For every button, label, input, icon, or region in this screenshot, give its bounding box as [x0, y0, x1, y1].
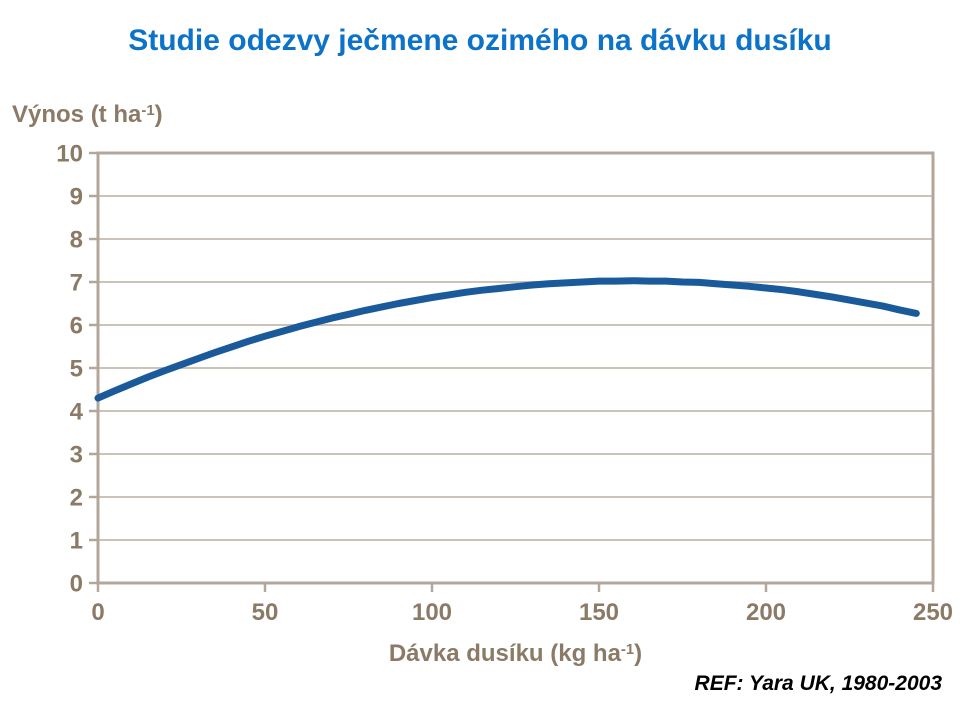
x-tick-label-200: 200: [746, 599, 786, 626]
x-axis-title-text: Dávka dusíku (kg ha: [388, 640, 621, 667]
response-curve: [94, 277, 920, 402]
x-tick-label-250: 250: [913, 599, 953, 626]
y-axis-title-superscript: -1: [141, 103, 155, 120]
y-tick-label-7: 7: [70, 270, 83, 297]
y-axis-title-text: Výnos (t ha: [12, 101, 142, 128]
x-tick-label-0: 0: [91, 599, 104, 626]
y-tick-label-8: 8: [70, 227, 83, 254]
y-axis-title-suffix: ): [154, 101, 163, 128]
chart-title: Studie odezvy ječmene ozimého na dávku d…: [128, 24, 832, 57]
y-tick-label-5: 5: [70, 356, 83, 383]
y-tick-label-2: 2: [70, 485, 83, 512]
reference-note: REF: Yara UK, 1980-2003: [694, 672, 942, 695]
y-tick-label-1: 1: [70, 528, 83, 555]
x-axis-title-suffix: ): [634, 640, 643, 667]
x-tick-label-150: 150: [579, 599, 619, 626]
y-tick-label-6: 6: [70, 313, 83, 340]
x-tick-label-100: 100: [412, 599, 452, 626]
y-tick-label-9: 9: [70, 184, 83, 211]
x-axis-title: Dávka dusíku (kg ha-1): [98, 640, 933, 668]
x-tick-label-50: 50: [252, 599, 279, 626]
x-axis-title-superscript: -1: [620, 642, 635, 659]
y-tick-label-10: 10: [56, 141, 83, 168]
y-tick-label-4: 4: [70, 399, 84, 426]
y-tick-label-3: 3: [70, 442, 83, 469]
y-axis-title: Výnos (t ha-1): [12, 101, 163, 129]
plot-border: [96, 151, 935, 585]
y-tick-label-0: 0: [70, 571, 83, 598]
